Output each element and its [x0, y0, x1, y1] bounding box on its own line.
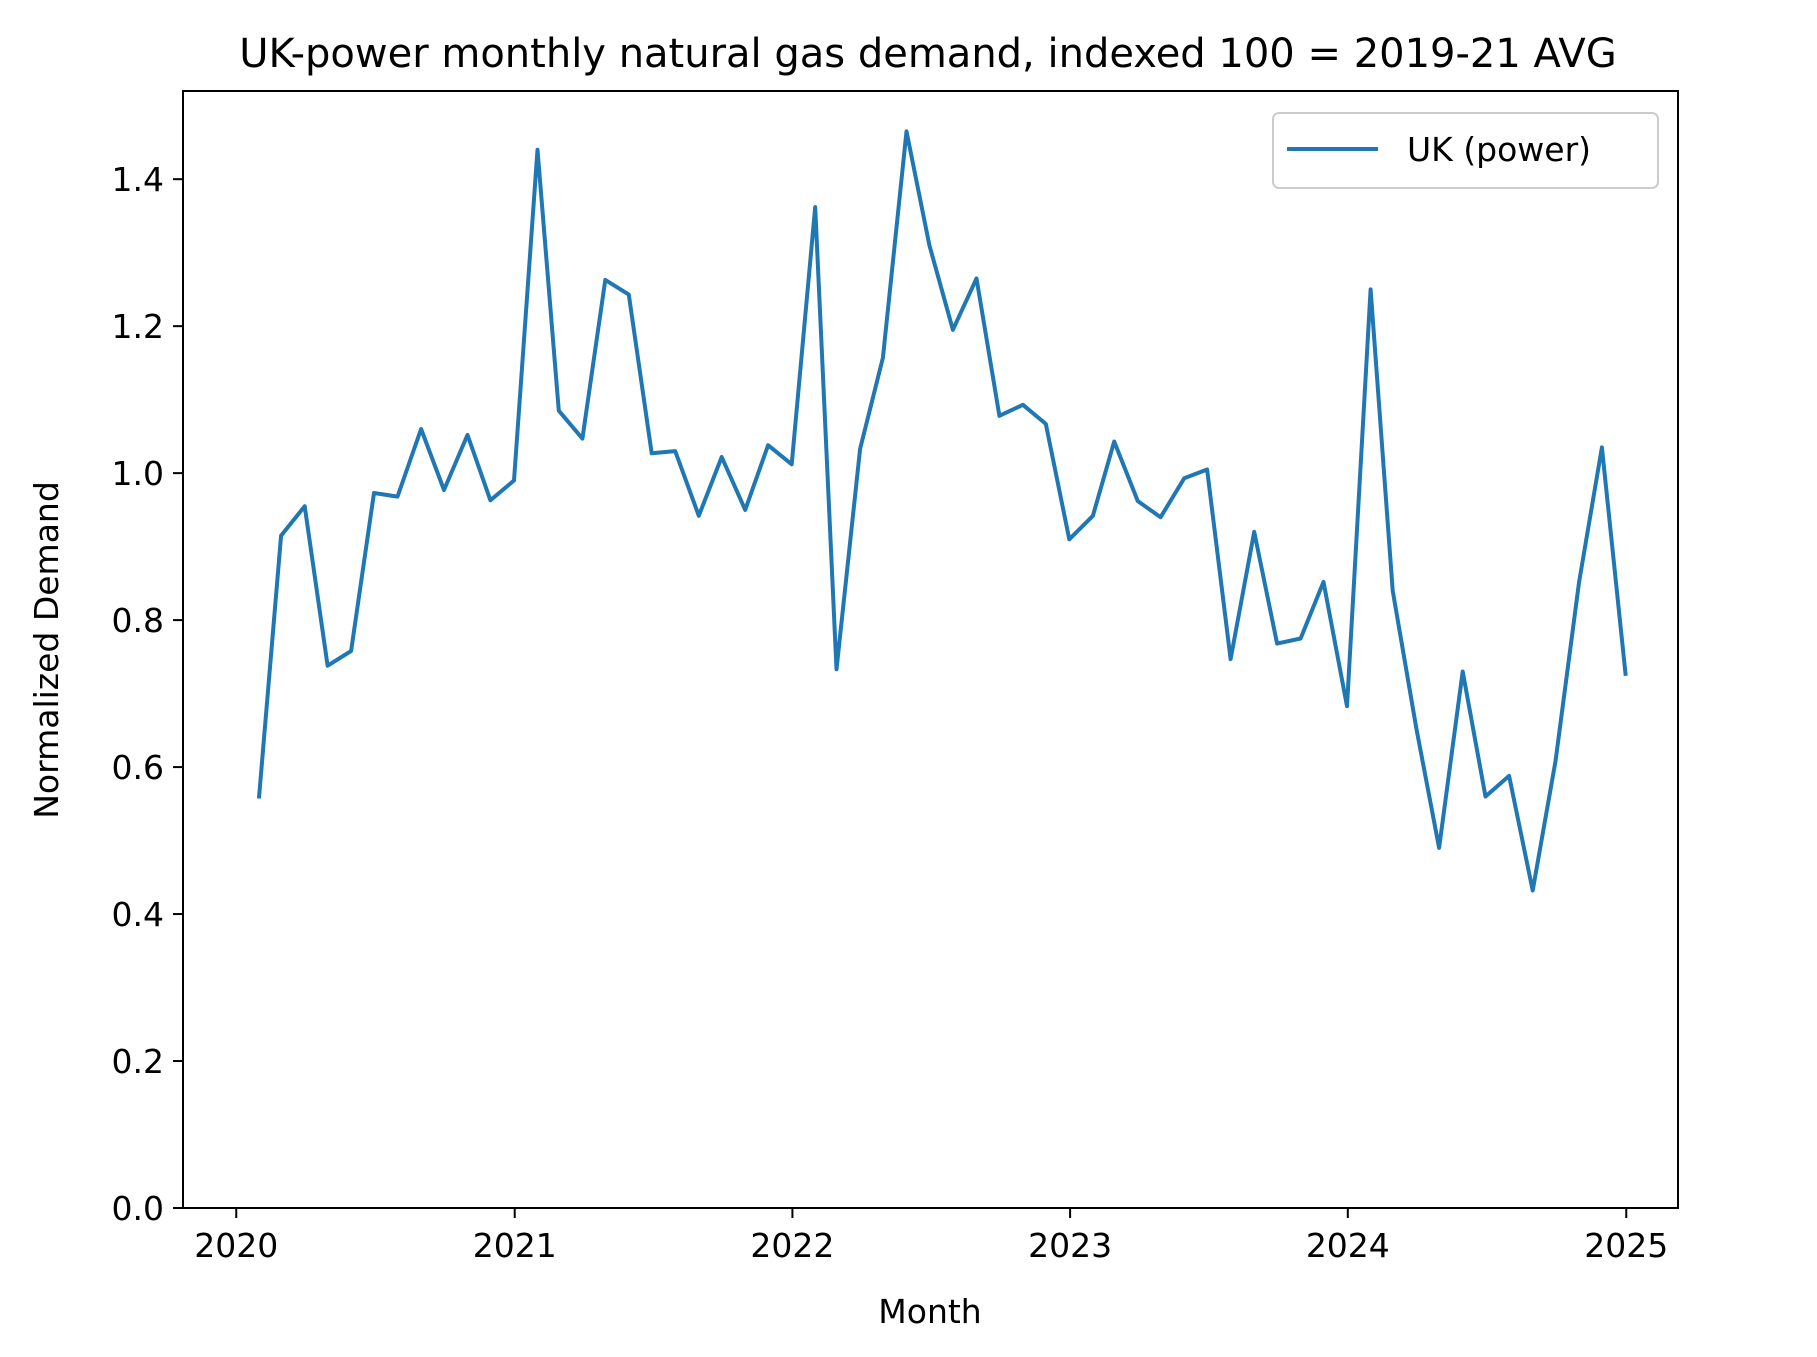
y-axis-ticks: 0.0 0.2 0.4 0.6 0.8 1.0 1.2 1.4	[112, 160, 183, 1228]
y-tick-label: 0.2	[112, 1042, 164, 1081]
x-tick-label: 2024	[1306, 1226, 1390, 1265]
x-axis-ticks: 2020 2021 2022 2023 2024 2025	[194, 1208, 1668, 1265]
y-tick-label: 0.8	[112, 601, 164, 640]
legend-label-uk-power: UK (power)	[1407, 130, 1591, 169]
y-tick-label: 1.2	[112, 307, 164, 346]
legend-box	[1272, 112, 1659, 189]
x-axis-label: Month	[878, 1292, 981, 1331]
series-line-uk-power	[256, 129, 1628, 893]
legend: UK (power)	[1272, 112, 1659, 189]
x-tick-label: 2020	[194, 1226, 278, 1265]
chart-title: UK-power monthly natural gas demand, ind…	[239, 31, 1616, 77]
y-tick-label: 0.0	[112, 1189, 164, 1228]
x-tick-label: 2023	[1028, 1226, 1112, 1265]
y-tick-label: 1.0	[112, 454, 164, 493]
y-tick-label: 0.6	[112, 748, 164, 787]
x-tick-label: 2021	[473, 1226, 557, 1265]
y-axis-label: Normalized Demand	[27, 481, 66, 819]
x-tick-label: 2022	[750, 1226, 834, 1265]
y-tick-label: 0.4	[112, 895, 164, 934]
y-tick-label: 1.4	[112, 160, 164, 199]
x-tick-label: 2025	[1584, 1226, 1668, 1265]
plot-frame	[182, 90, 1679, 1209]
